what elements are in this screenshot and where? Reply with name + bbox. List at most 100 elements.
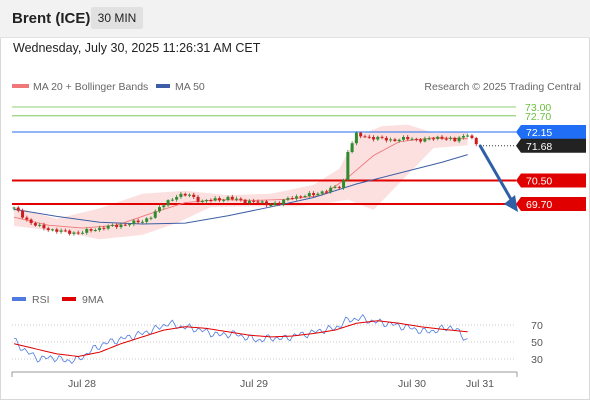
candle-body — [299, 196, 303, 198]
candle-body — [170, 199, 174, 201]
candle-body — [316, 193, 320, 195]
legend-9ma-label: 9MA — [82, 294, 104, 306]
x-tick-label: Jul 29 — [240, 378, 268, 390]
candle-body — [401, 137, 405, 140]
candle-body — [132, 220, 136, 225]
datetime-label: Wednesday, July 30, 2025 11:26:31 AM CET — [13, 41, 261, 55]
candle-body — [136, 220, 140, 223]
candle-body — [419, 139, 423, 142]
legend-rsi-label: RSI — [32, 294, 50, 306]
candle-body — [333, 186, 337, 188]
support-level-label: 70.50 — [526, 175, 552, 187]
candle-body — [337, 186, 341, 188]
candle-body — [342, 180, 346, 188]
candle-body — [474, 137, 478, 145]
support-level-tag — [516, 173, 586, 188]
candle-body — [213, 198, 217, 201]
candle-body — [444, 138, 448, 140]
candle-body — [354, 132, 358, 144]
candle-body — [46, 228, 50, 231]
forecast-arrow-head — [504, 195, 518, 212]
candle-body — [265, 201, 269, 206]
candle-body — [235, 198, 239, 200]
candle-body — [59, 230, 63, 232]
candle-body — [51, 229, 55, 231]
candle-body — [273, 202, 277, 205]
rsi-tick-label: 50 — [531, 337, 543, 349]
candle-body — [324, 191, 328, 193]
candle-body — [410, 138, 414, 140]
candle-body — [33, 223, 37, 226]
candle-body — [423, 138, 427, 142]
candle-body — [230, 196, 234, 200]
candle-body — [196, 196, 200, 202]
candle-body — [269, 204, 273, 206]
x-tick-label: Jul 30 — [398, 378, 426, 390]
candle-body — [440, 136, 444, 139]
candle-body — [38, 224, 42, 226]
candle-body — [384, 137, 388, 141]
candle-body — [175, 196, 179, 200]
candle-body — [466, 135, 470, 137]
candle-body — [89, 229, 93, 231]
candle-body — [200, 201, 204, 203]
legend-swatch-ma20 — [12, 84, 29, 88]
candle-body — [187, 194, 191, 196]
candle-body — [431, 138, 435, 140]
candle-body — [243, 199, 247, 204]
candle-body — [158, 207, 162, 212]
candle-body — [149, 217, 153, 219]
candle-body — [346, 152, 350, 181]
candle-body — [42, 224, 46, 229]
legend-swatch-9ma — [62, 297, 76, 301]
candle-body — [290, 198, 294, 200]
candle-body — [303, 196, 307, 198]
legend-swatch-ma50 — [156, 84, 170, 88]
support-level-tag — [516, 197, 586, 211]
last-level-tag — [516, 138, 586, 153]
candle-body — [192, 194, 196, 197]
candle-body — [449, 137, 453, 139]
candle-body — [312, 193, 316, 195]
pivot-level-tag — [516, 124, 586, 139]
candle-body — [367, 136, 371, 138]
candle-body — [145, 218, 149, 222]
candle-body — [436, 136, 440, 139]
candle-body — [457, 137, 461, 142]
rsi-tick-label: 70 — [531, 320, 543, 332]
candle-body — [80, 232, 84, 234]
candle-body — [329, 187, 333, 192]
x-tick-label: Jul 28 — [68, 378, 96, 390]
candle-body — [16, 207, 20, 211]
candle-body — [217, 198, 221, 201]
candle-body — [372, 137, 376, 140]
candle-body — [393, 139, 397, 142]
timeframe-button[interactable]: 30 MIN — [91, 7, 143, 29]
candle-body — [25, 217, 29, 220]
candle-body — [461, 136, 465, 138]
candle-body — [256, 201, 260, 203]
legend-ma20-label: MA 20 + Bollinger Bands — [33, 81, 148, 93]
rsi-tick-label: 30 — [531, 354, 543, 366]
legend-swatch-rsi — [12, 297, 26, 301]
candle-body — [183, 193, 187, 196]
candle-body — [106, 225, 110, 229]
candle-body — [162, 205, 166, 208]
forecast-arrow-shaft — [478, 144, 514, 203]
legend-ma50-label: MA 50 — [175, 81, 205, 93]
candle-body — [226, 196, 230, 200]
candle-body — [307, 193, 311, 197]
candle-body — [63, 230, 67, 232]
candle-body — [209, 200, 213, 202]
candle-body — [406, 137, 410, 140]
candle-body — [427, 138, 431, 140]
candle-body — [205, 200, 209, 202]
candle-body — [128, 224, 132, 226]
candle-body — [166, 200, 170, 206]
candle-body — [102, 227, 106, 229]
candle-body — [110, 224, 114, 226]
candle-body — [55, 229, 59, 232]
candle-body — [320, 191, 324, 194]
candle-body — [123, 224, 127, 226]
candle-body — [115, 224, 119, 228]
